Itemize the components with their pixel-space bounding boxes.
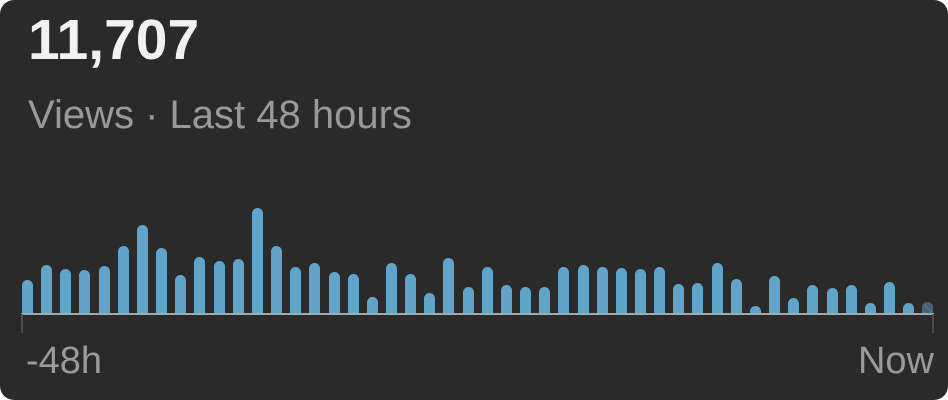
chart-bar[interactable] <box>884 282 896 313</box>
chart-bar[interactable] <box>213 261 225 313</box>
chart-bar[interactable] <box>156 248 168 313</box>
x-axis-label-start: -48h <box>26 340 103 382</box>
chart-bar[interactable] <box>558 267 570 313</box>
chart-bar[interactable] <box>845 285 857 313</box>
chart-bar[interactable] <box>194 257 206 313</box>
chart-bar[interactable] <box>826 288 838 313</box>
chart-bar[interactable] <box>443 258 455 313</box>
x-axis-line <box>21 313 934 315</box>
chart-bar[interactable] <box>635 269 646 313</box>
chart-bar[interactable] <box>922 302 934 313</box>
chart-bar[interactable] <box>60 269 72 313</box>
chart-bar[interactable] <box>22 280 33 313</box>
chart-bar[interactable] <box>98 266 110 313</box>
chart-bar[interactable] <box>271 246 283 313</box>
chart-bar[interactable] <box>539 287 551 313</box>
chart-bar[interactable] <box>864 303 876 313</box>
chart-bar[interactable] <box>117 246 129 313</box>
chart-bar[interactable] <box>654 267 666 313</box>
chart-bar[interactable] <box>730 279 742 313</box>
chart-bar[interactable] <box>711 263 723 313</box>
chart-bar[interactable] <box>749 306 761 313</box>
views-subtitle: Views · Last 48 hours <box>28 93 412 137</box>
chart-bar[interactable] <box>328 272 340 313</box>
chart-bar[interactable] <box>596 267 608 313</box>
chart-bar[interactable] <box>232 259 244 313</box>
chart-bar[interactable] <box>290 267 302 313</box>
chart-bar[interactable] <box>500 285 512 313</box>
x-axis-tick-right <box>932 314 934 333</box>
chart-bar[interactable] <box>309 263 321 313</box>
chart-bar[interactable] <box>405 274 417 313</box>
x-axis-tick-left <box>21 314 23 333</box>
chart-bar[interactable] <box>903 303 915 313</box>
chart-bar[interactable] <box>673 284 685 313</box>
chart-bar[interactable] <box>251 208 263 313</box>
chart-bar[interactable] <box>807 285 819 313</box>
chart-bar[interactable] <box>41 265 53 313</box>
views-count: 11,707 <box>28 8 200 72</box>
chart-bar[interactable] <box>615 268 627 313</box>
chart-bar[interactable] <box>692 283 704 313</box>
chart-bar[interactable] <box>136 225 148 313</box>
chart-bar[interactable] <box>520 287 532 313</box>
bar-chart[interactable] <box>22 207 934 313</box>
chart-bar[interactable] <box>577 265 589 313</box>
chart-bar[interactable] <box>481 267 493 313</box>
chart-bar[interactable] <box>347 274 359 313</box>
chart-bar[interactable] <box>366 297 378 313</box>
x-axis-labels: -48h Now <box>26 339 934 385</box>
chart-bar[interactable] <box>769 276 781 313</box>
chart-bar[interactable] <box>788 298 800 313</box>
chart-bar[interactable] <box>175 275 187 313</box>
chart-bar[interactable] <box>385 263 397 313</box>
x-axis-label-end: Now <box>857 340 934 382</box>
chart-bar[interactable] <box>79 270 91 313</box>
chart-bar[interactable] <box>424 293 436 313</box>
chart-bar[interactable] <box>462 287 474 313</box>
